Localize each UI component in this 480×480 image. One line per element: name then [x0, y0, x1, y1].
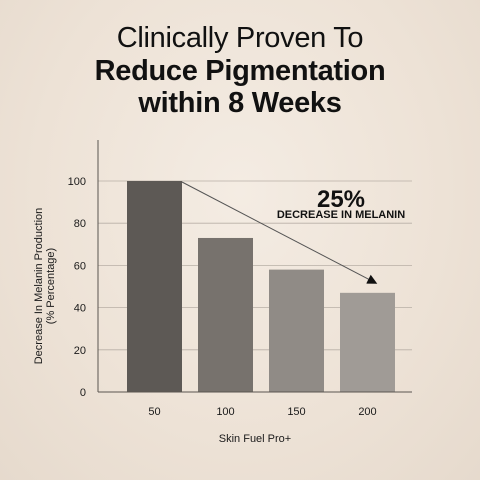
bar-100: [198, 237, 253, 392]
x-tick-label: 150: [287, 406, 305, 418]
annotation-value: 25%: [317, 186, 365, 213]
y-tick-label: 0: [80, 387, 86, 399]
title-line-2: Reduce Pigmentation: [94, 55, 386, 87]
y-tick-label: 20: [74, 345, 86, 357]
title-line-3: within 8 Weeks: [138, 87, 342, 119]
y-tick-label: 100: [68, 176, 86, 188]
y-tick-label: 40: [74, 303, 86, 315]
bar-50: [127, 181, 182, 392]
x-tick-label: 100: [216, 406, 234, 418]
annotation-text: DECREASE IN MELANIN: [277, 209, 405, 221]
y-axis-label: Decrease In Melanin Production(% Percent…: [33, 208, 57, 365]
x-tick-label: 50: [148, 406, 160, 418]
y-tick-label: 80: [74, 218, 86, 230]
bar-200: [340, 292, 395, 392]
y-tick-label: 60: [74, 260, 86, 272]
trend-arrow: [181, 181, 378, 284]
bar-150: [269, 269, 324, 392]
title-line-1: Clinically Proven To: [116, 22, 364, 54]
x-axis-label: Skin Fuel Pro+: [219, 433, 291, 445]
x-tick-label: 200: [358, 406, 376, 418]
